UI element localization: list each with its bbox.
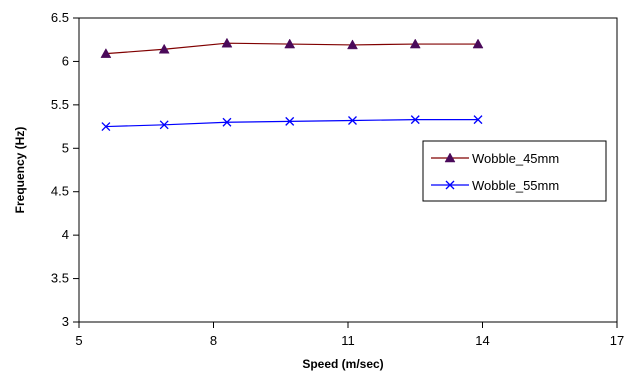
legend-item: Wobble_55mm <box>431 178 559 193</box>
data-point <box>473 115 483 125</box>
data-point <box>348 116 357 125</box>
data-point <box>472 38 484 49</box>
series-wobble-45mm <box>100 37 484 58</box>
x-tick-label: 5 <box>75 333 82 348</box>
data-point <box>221 37 233 48</box>
data-point <box>410 115 420 125</box>
y-tick-label: 5 <box>62 140 69 155</box>
data-point <box>100 48 112 58</box>
y-tick-label: 4 <box>62 227 69 242</box>
data-point <box>222 117 232 127</box>
x-axis-label: Speed (m/sec) <box>302 357 383 371</box>
data-point <box>158 43 170 54</box>
legend-marker <box>445 180 455 190</box>
y-tick-label: 6 <box>62 53 69 68</box>
data-point <box>285 116 295 126</box>
x-tick-label: 17 <box>610 333 624 348</box>
legend-item: Wobble_45mm <box>431 151 559 166</box>
data-point <box>409 38 421 49</box>
legend-label: Wobble_45mm <box>472 151 559 166</box>
series-wobble-55mm <box>101 115 483 132</box>
y-tick-label: 6.5 <box>51 10 69 25</box>
legend-label: Wobble_55mm <box>472 178 559 193</box>
data-point <box>101 122 111 132</box>
legend-box <box>422 140 607 202</box>
y-tick-label: 3 <box>62 314 69 329</box>
y-axis-label: Frequency (Hz) <box>13 127 27 214</box>
data-point <box>347 39 358 50</box>
data-point <box>159 120 169 130</box>
x-tick-label: 14 <box>475 333 489 348</box>
legend: Wobble_45mm Wobble_55mm <box>422 140 607 202</box>
y-tick-label: 3.5 <box>51 271 69 286</box>
x-tick-label: 11 <box>341 333 355 348</box>
legend-marker <box>444 152 456 163</box>
data-point <box>284 38 296 49</box>
y-tick-label: 5.5 <box>51 97 69 112</box>
y-tick-label: 4.5 <box>51 184 69 199</box>
x-tick-label: 8 <box>210 333 217 348</box>
